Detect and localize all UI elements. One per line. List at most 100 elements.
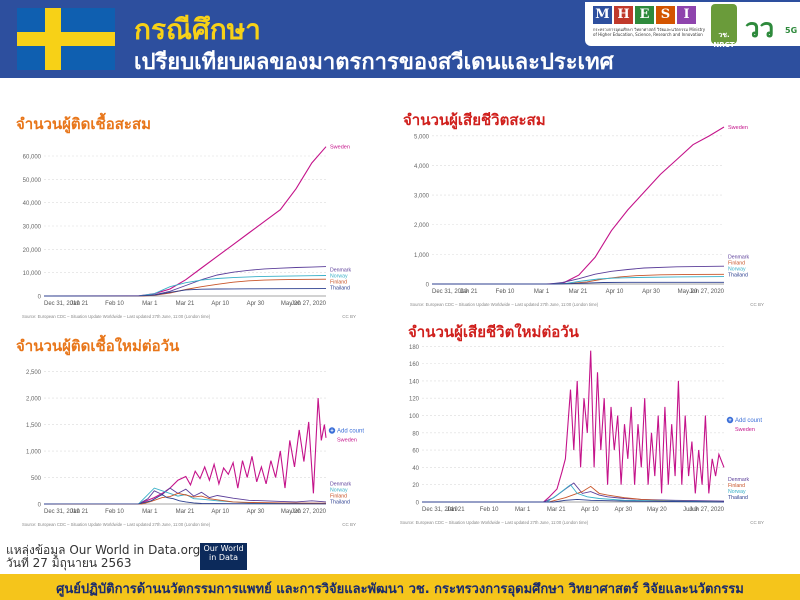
series-line-sweden bbox=[44, 398, 327, 505]
x-tick-label: Feb 10 bbox=[480, 507, 499, 513]
series-line-denmark bbox=[44, 487, 327, 505]
y-tick-label: 140 bbox=[409, 379, 420, 385]
y-tick-label: 80 bbox=[412, 431, 419, 437]
series-label-thailand: Thailand bbox=[330, 499, 350, 505]
page-subtitle: เปรียบเทียบผลของมาตรการของสวีเดนและประเท… bbox=[134, 50, 614, 75]
series-line-thailand bbox=[43, 493, 327, 505]
chart-daily-deaths: 0 20 40 60 80 100 120 140 160 180 Dec 31, 2019Jan … bbox=[400, 345, 764, 525]
x-tick-label: Mar 1 bbox=[534, 289, 550, 295]
series-label-thailand: Thailand bbox=[728, 495, 748, 501]
x-tick-label: Apr 30 bbox=[247, 509, 265, 515]
series-label-denmark: Denmark bbox=[728, 254, 749, 260]
chart-cumulative-cases: 0 10,000 20,000 30,000 40,000 50,000 60,000 Dec… bbox=[22, 145, 356, 319]
series-label-sweden: Sweden bbox=[337, 438, 357, 444]
y-tick-label: 500 bbox=[31, 476, 42, 482]
sweden-flag-icon bbox=[17, 8, 115, 70]
series-line-norway bbox=[44, 275, 327, 297]
series-label-denmark: Denmark bbox=[330, 481, 351, 487]
series-line-thailand bbox=[44, 288, 327, 297]
x-tick-label: Mar 21 bbox=[547, 507, 566, 513]
x-tick-label: Feb 10 bbox=[496, 289, 515, 295]
y-tick-label: 4,000 bbox=[414, 164, 430, 170]
x-tick-label: Feb 10 bbox=[105, 301, 124, 307]
data-source-note: แหล่งข้อมูล Our World in Data.org วันที่… bbox=[6, 544, 200, 570]
series-line-denmark bbox=[432, 265, 725, 285]
x-tick-label: Dec 31, 2019 bbox=[44, 301, 80, 307]
chart-source-note: Source: European CDC – Situation Update … bbox=[410, 302, 599, 307]
chart-source-note: Source: European CDC – Situation Update … bbox=[400, 520, 589, 525]
x-tick-label: May 20 bbox=[647, 507, 667, 513]
header-banner: กรณีศึกษา เปรียบเทียบผลของมาตรการของสวีเ… bbox=[0, 0, 800, 78]
vc-logo-5g: 5G bbox=[785, 26, 798, 35]
series-label-finland: Finland bbox=[728, 260, 745, 266]
y-tick-label: 0 bbox=[416, 501, 420, 507]
x-tick-label: Jun 9 bbox=[683, 507, 698, 513]
add-count-plus: + bbox=[728, 418, 732, 424]
series-label-denmark: Denmark bbox=[330, 267, 351, 273]
x-tick-label: May 20 bbox=[678, 289, 698, 295]
x-tick-label: Apr 10 bbox=[211, 509, 229, 515]
series-line-norway bbox=[422, 484, 725, 503]
x-tick-label: Jun 27, 2020 bbox=[291, 301, 326, 307]
x-tick-label: Dec 31, 2019 bbox=[422, 507, 458, 513]
series-line-thailand bbox=[422, 498, 725, 503]
owid-logo: Our World in Data bbox=[200, 543, 247, 570]
x-tick-label: Apr 10 bbox=[581, 507, 599, 513]
data-date-label: วันที่ 27 มิถุนายน 2563 bbox=[6, 556, 132, 570]
y-tick-label: 20,000 bbox=[23, 248, 42, 254]
series-label-thailand: Thailand bbox=[728, 272, 748, 278]
series-label-thailand: Thailand bbox=[330, 285, 350, 291]
series-line-denmark bbox=[44, 266, 327, 297]
y-tick-label: 2,000 bbox=[414, 223, 430, 229]
x-tick-label: Mar 1 bbox=[515, 507, 531, 513]
chart-source-note: Source: European CDC – Situation Update … bbox=[22, 522, 211, 527]
y-tick-label: 160 bbox=[409, 362, 420, 368]
x-tick-label: May 20 bbox=[281, 509, 301, 515]
series-label-sweden: Sweden bbox=[330, 145, 350, 151]
add-count-icon bbox=[328, 427, 336, 434]
mhesi-letter-s: S bbox=[656, 6, 675, 24]
add-count-label: Add count bbox=[337, 429, 364, 435]
series-line-finland bbox=[44, 278, 327, 297]
y-tick-label: 1,000 bbox=[414, 253, 430, 259]
y-tick-label: 0 bbox=[38, 503, 42, 509]
series-label-sweden: Sweden bbox=[728, 125, 748, 131]
series-line-thailand bbox=[432, 281, 724, 285]
add-count-label: Add count bbox=[735, 418, 762, 424]
chart-title-cumulative-cases: จำนวนผู้ติดเชื้อสะสม bbox=[16, 115, 151, 133]
y-tick-label: 40,000 bbox=[23, 201, 42, 207]
x-tick-label: Apr 30 bbox=[614, 507, 632, 513]
y-tick-label: 1,000 bbox=[26, 450, 42, 456]
y-tick-label: 0 bbox=[426, 283, 430, 289]
chart-source-note: Source: European CDC – Situation Update … bbox=[22, 314, 211, 319]
add-count-icon bbox=[726, 416, 734, 424]
series-label-sweden: Sweden bbox=[735, 427, 755, 433]
series-line-finland bbox=[422, 485, 725, 503]
y-tick-label: 5,000 bbox=[414, 134, 430, 140]
series-line-finland bbox=[44, 492, 327, 505]
y-tick-label: 60,000 bbox=[23, 155, 42, 161]
chart-license: CC BY bbox=[342, 522, 356, 527]
y-tick-label: 50,000 bbox=[23, 178, 42, 184]
y-tick-label: 60 bbox=[412, 449, 419, 455]
vc-logo: วว bbox=[745, 14, 775, 44]
x-tick-label: Mar 1 bbox=[142, 301, 158, 307]
x-tick-label: Apr 10 bbox=[606, 289, 624, 295]
x-tick-label: Jan 21 bbox=[447, 507, 466, 513]
chart-license: CC BY bbox=[342, 314, 356, 319]
y-tick-label: 1,500 bbox=[26, 423, 42, 429]
x-tick-label: Feb 10 bbox=[105, 509, 124, 515]
series-line-sweden bbox=[422, 350, 725, 503]
series-line-denmark bbox=[422, 482, 725, 503]
footer-org-text: ศูนย์ปฏิบัติการด้านนวัตกรรมการแพทย์ และก… bbox=[56, 582, 744, 597]
x-tick-label: Jun 27, 2020 bbox=[689, 507, 724, 513]
x-tick-label: Jun 27, 2020 bbox=[291, 509, 326, 515]
x-tick-label: Mar 21 bbox=[176, 509, 195, 515]
y-tick-label: 30,000 bbox=[23, 225, 42, 231]
x-tick-label: Apr 10 bbox=[211, 301, 229, 307]
x-tick-label: Jan 21 bbox=[459, 289, 478, 295]
x-tick-label: Dec 31, 2019 bbox=[432, 289, 468, 295]
x-tick-label: Apr 30 bbox=[642, 289, 660, 295]
series-label-finland: Finland bbox=[330, 493, 347, 499]
